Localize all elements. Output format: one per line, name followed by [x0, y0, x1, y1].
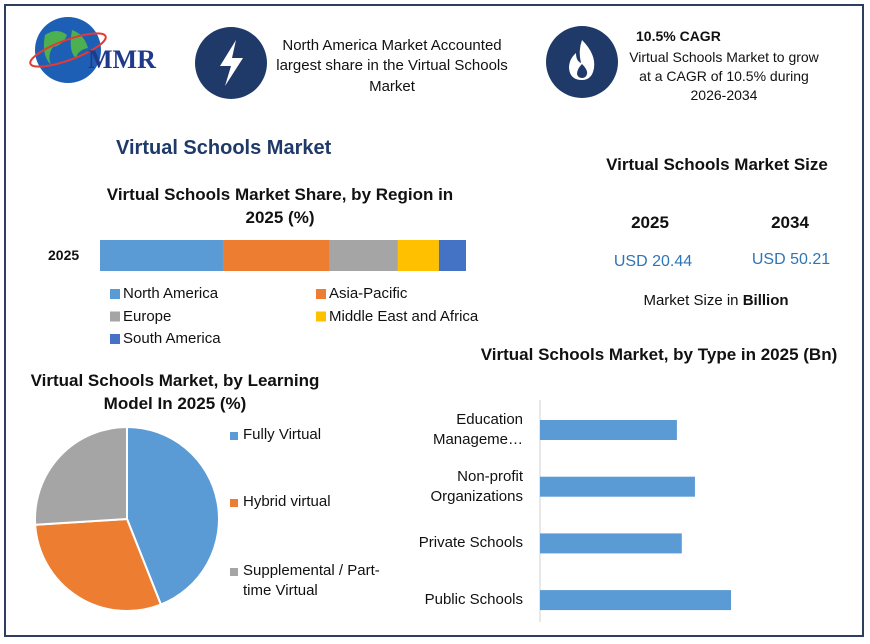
- legend-label: Supplemental / Part-time Virtual: [243, 562, 380, 600]
- legend-swatch: [110, 289, 120, 299]
- chart-title: Virtual Schools Market, by Type in 2025 …: [480, 345, 838, 364]
- bar-segment: [438, 240, 466, 271]
- legend-swatch: [110, 334, 120, 344]
- frame: [4, 4, 864, 637]
- bar: [540, 420, 677, 440]
- bar-segment: [100, 240, 223, 271]
- legend-label: Middle East and Africa: [329, 307, 479, 325]
- cagr-icon: [546, 26, 618, 98]
- category-label: Public Schools: [424, 590, 523, 608]
- pie-slice: [126, 425, 220, 606]
- size-note: Market Size in Billion: [596, 291, 836, 311]
- legend-label: Fully Virtual: [243, 426, 322, 443]
- legend-label: South America: [123, 330, 221, 347]
- cagr-title: 10.5% CAGR: [636, 28, 721, 44]
- bar: [540, 533, 682, 554]
- main-title: Virtual Schools Market: [116, 137, 332, 159]
- bar-segment: [397, 240, 439, 271]
- size-title: Virtual Schools Market Size: [606, 155, 828, 174]
- logo-text: MMR: [88, 45, 156, 74]
- chart-title: Virtual Schools Market, by Learning Mode…: [30, 371, 320, 413]
- category-label: Private Schools: [418, 534, 523, 552]
- chart-title: Virtual Schools Market Share, by Region …: [106, 185, 454, 227]
- category-label: Non-profit Organizations: [430, 467, 523, 505]
- highlight-icon: [195, 27, 267, 99]
- legend-swatch: [316, 311, 326, 322]
- legend-swatch: [316, 289, 326, 299]
- bar-segment: [222, 240, 330, 271]
- size-value: USD 20.44: [613, 253, 693, 270]
- legend-label: Asia-Pacific: [329, 285, 408, 302]
- legend-swatch: [230, 432, 238, 440]
- logo-globe: [29, 17, 107, 83]
- legend-label: North America: [123, 285, 219, 302]
- legend-swatch: [110, 311, 120, 322]
- legend-label: Europe: [123, 307, 172, 325]
- category-label: 2025: [48, 247, 80, 263]
- legend-swatch: [230, 499, 238, 507]
- size-unit: Billion: [742, 292, 789, 309]
- size-year: 2025: [631, 213, 669, 232]
- bar-segment: [329, 240, 398, 271]
- bar: [540, 590, 731, 611]
- bar: [540, 476, 695, 497]
- pie-slice: [34, 425, 128, 526]
- legend-swatch: [230, 568, 238, 576]
- legend-label: Hybrid virtual: [243, 493, 331, 510]
- size-year: 2034: [771, 213, 809, 232]
- size-note-text: Market Size in: [643, 292, 739, 309]
- pie-slice: [34, 517, 163, 612]
- cagr-text: Virtual Schools Market to grow at a CAGR…: [629, 49, 819, 103]
- category-label: Education Manageme…: [432, 410, 523, 448]
- highlight-text: North America Market Accounted largest s…: [276, 37, 508, 95]
- size-value: USD 50.21: [751, 251, 831, 268]
